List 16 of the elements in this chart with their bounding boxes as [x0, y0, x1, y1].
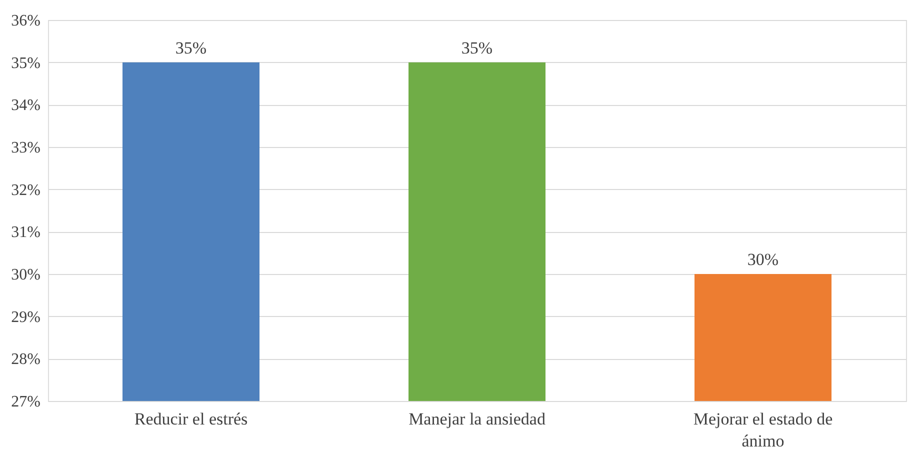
y-tick-label: 31%	[11, 224, 40, 242]
y-tick-label: 27%	[11, 394, 40, 410]
y-tick-label: 32%	[11, 182, 40, 199]
y-tick-label: 35%	[11, 54, 40, 72]
data-label: 35%	[175, 38, 207, 58]
x-tick-label: Mejorar el estado de ánimo	[693, 410, 833, 450]
y-tick-label: 28%	[11, 351, 40, 368]
y-tick-label: 30%	[11, 266, 40, 284]
y-tick-label: 36%	[11, 12, 40, 30]
y-tick-label: 29%	[11, 308, 40, 326]
x-tick-label: Manejar la ansiedad	[408, 410, 546, 428]
y-tick-label: 33%	[11, 140, 40, 156]
data-label: 35%	[461, 38, 493, 58]
y-tick-label: 34%	[11, 97, 40, 114]
data-label: 30%	[747, 250, 779, 269]
x-tick-label: Reducir el estrés	[134, 410, 248, 428]
